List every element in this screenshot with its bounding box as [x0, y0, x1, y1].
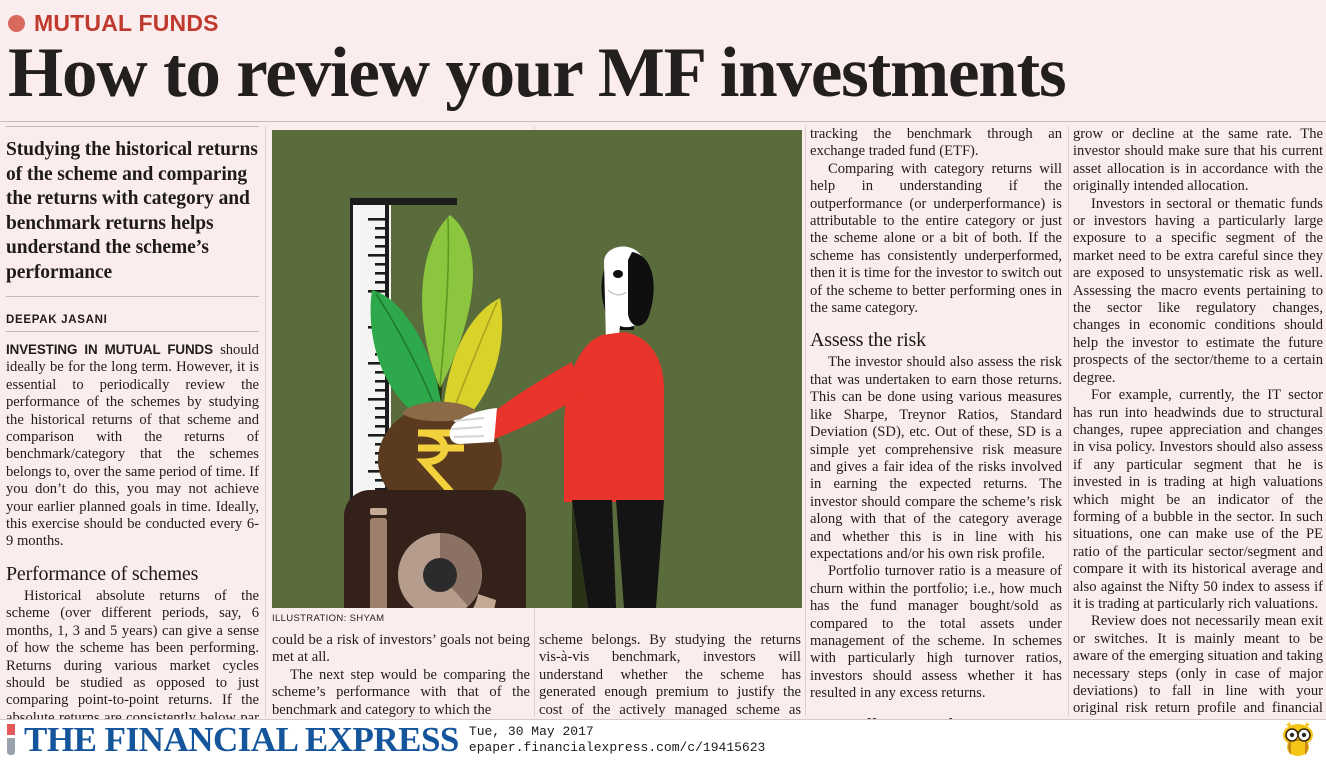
person-leg-shadow [572, 502, 588, 608]
paragraph: The investor should also assess the risk… [810, 354, 1062, 562]
kicker-label: MUTUAL FUNDS [34, 10, 219, 36]
person-eye [613, 270, 623, 278]
standfirst: Studying the historical returns of the s… [6, 139, 258, 283]
article-body-c1: Historical absolute returns of the schem… [6, 588, 259, 745]
paragraph: scheme belongs. By studying the returns … [539, 632, 801, 735]
article-illustration [272, 130, 802, 608]
byline-rule [6, 331, 259, 332]
masthead-title: THE FINANCIAL EXPRESS [24, 720, 459, 759]
person-hand [449, 408, 497, 444]
lead-rest: should ideally be for the long term. How… [6, 342, 259, 550]
person-leg-right [616, 500, 664, 608]
paragraph: could be a risk of investors’ goals not … [272, 632, 530, 666]
person-hair-back [628, 252, 654, 326]
paragraph: Historical absolute returns of the schem… [6, 587, 259, 743]
ruler-left-edge [350, 202, 353, 608]
ruler-right-edge [385, 202, 389, 608]
camera-lens-inner [423, 558, 457, 592]
standfirst-rule-bottom [6, 296, 259, 297]
paragraph: Review does not necessarily mean exit or… [1073, 613, 1323, 733]
bookmark-icon-top [7, 724, 15, 735]
epaper-footer: THE FINANCIAL EXPRESS Tue, 30 May 2017 e… [0, 719, 1326, 760]
paragraph: tracking the benchmark through an exchan… [810, 126, 1062, 160]
owl-logo[interactable] [1278, 721, 1318, 757]
bookmark-icon [4, 722, 18, 758]
person-nose [607, 289, 627, 296]
byline: DEEPAK JASANI [6, 314, 108, 326]
paragraph: The next step would be comparing the sch… [272, 666, 530, 718]
plant-leaf-top [422, 215, 473, 388]
article-column-1: Studying the historical returns of the s… [6, 126, 259, 745]
epaper-url[interactable]: epaper.financialexpress.com/c/19415623 [468, 740, 766, 755]
illustration-credit: ILLUSTRATION: SHYAM [272, 613, 385, 624]
illustration-svg [272, 130, 802, 608]
standfirst-rule-top [6, 126, 259, 127]
section-kicker: MUTUAL FUNDS [8, 10, 219, 37]
headline-divider [0, 121, 1326, 122]
paragraph: Comparing with category returns will hel… [810, 160, 1062, 317]
plant-leaf-left [370, 290, 444, 430]
subheading-assess-risk: Assess the risk [810, 329, 926, 352]
subheading-performance: Performance of schemes [6, 562, 199, 585]
money-bag-neck [402, 401, 478, 422]
person-leg-left [572, 500, 616, 608]
article-column-2: could be a risk of investors’ goals not … [272, 632, 530, 719]
camera-grip-arc [473, 594, 496, 608]
ruler-top-bar [350, 198, 457, 205]
article-column-3: scheme belongs. By studying the returns … [539, 632, 801, 736]
publication-date: Tue, 30 May 2017 [468, 724, 594, 739]
footer-meta: Tue, 30 May 2017 epaper.financialexpress… [469, 724, 765, 756]
page-title: How to review your MF investments [8, 34, 1067, 112]
column-divider-1 [265, 126, 266, 716]
bullet-dot-icon [8, 15, 25, 32]
paragraph: Investors in sectoral or thematic funds … [1073, 195, 1323, 386]
paragraph: grow or decline at the same rate. The in… [1073, 126, 1323, 195]
paragraph: Portfolio turnover ratio is a measure of… [810, 563, 1062, 702]
camera-flash-bar [370, 518, 387, 608]
article-column-4: tracking the benchmark through an exchan… [810, 126, 1062, 760]
person-arm [481, 362, 582, 440]
article-column-5: grow or decline at the same rate. The in… [1073, 126, 1323, 760]
article-lead: INVESTING IN MUTUAL FUNDS should ideally… [6, 332, 259, 551]
column-divider-4 [1068, 126, 1069, 716]
person-torso [564, 332, 664, 502]
bookmark-icon-bottom [7, 738, 15, 755]
leaf-vein-top [439, 217, 450, 387]
lead-bold-run: INVESTING IN MUTUAL FUNDS [6, 342, 213, 357]
camera-lens-highlight [440, 533, 482, 606]
camera-flash-top [370, 508, 387, 515]
person-fingers [451, 417, 485, 438]
column-divider-3 [805, 126, 806, 716]
owl-icon [1283, 722, 1313, 756]
paragraph: For example, currently, the IT sector ha… [1073, 387, 1323, 612]
